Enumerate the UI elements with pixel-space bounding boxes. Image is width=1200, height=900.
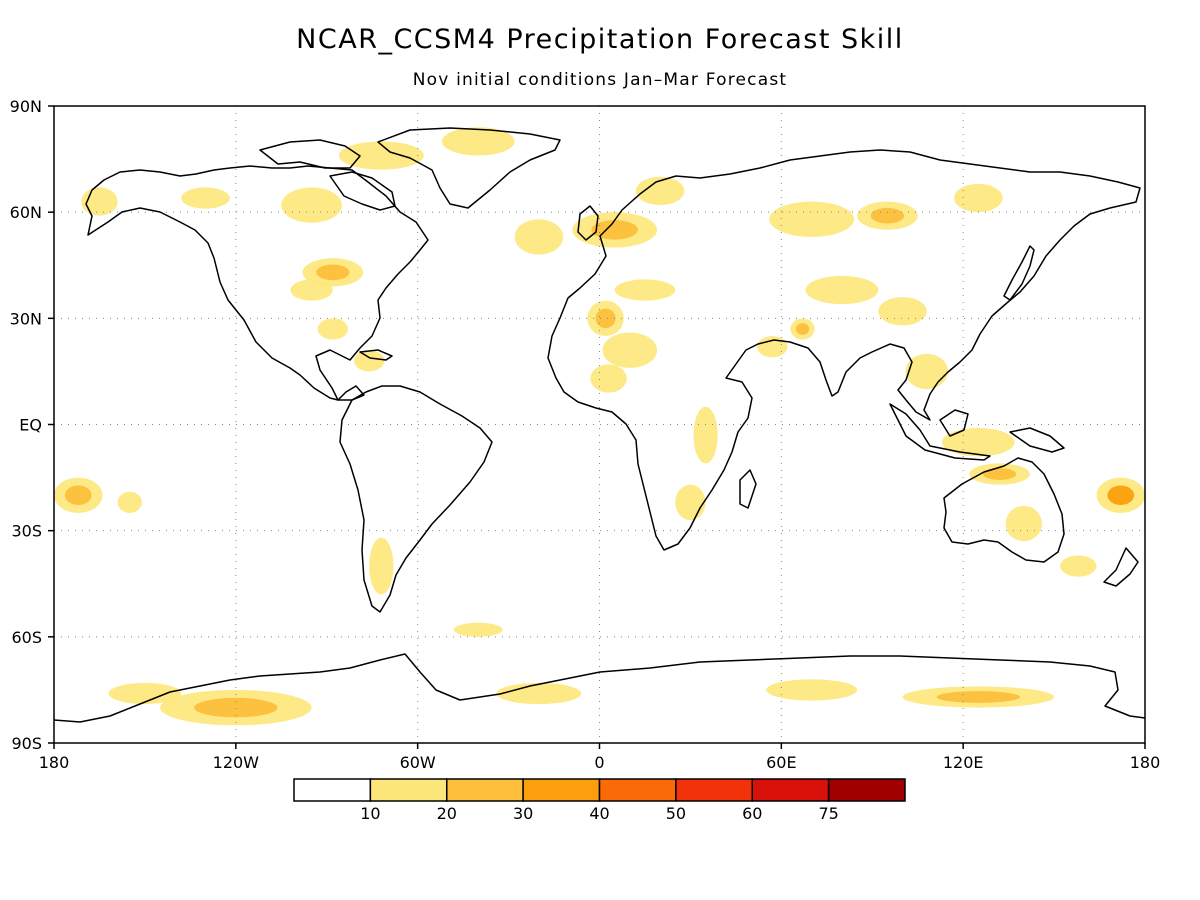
latitude-label: 60N — [10, 203, 42, 222]
latitude-label: EQ — [19, 416, 42, 435]
coastline-greenland — [377, 127, 561, 209]
coastline-central-america — [337, 385, 365, 401]
coastline-antarctica — [54, 653, 1145, 723]
legend-label: 75 — [818, 804, 838, 823]
legend-label: 20 — [437, 804, 457, 823]
skill-region-north-atlantic — [514, 219, 564, 255]
longitude-label: 120W — [213, 753, 260, 772]
coastlines — [54, 127, 1145, 723]
skill-region-antarctica-pacific — [108, 682, 182, 705]
legend-label: 30 — [513, 804, 533, 823]
skill-region-canadian-arctic — [338, 141, 424, 170]
legend-label: 50 — [666, 804, 686, 823]
longitude-label: 60E — [766, 753, 796, 772]
skill-region-patagonia — [369, 537, 394, 595]
legend-swatch — [446, 778, 524, 802]
skill-region-east-africa — [693, 406, 718, 464]
longitude-label: 180 — [1130, 753, 1161, 772]
coastline-new-guinea — [1009, 427, 1065, 453]
longitude-labels: 180 120W 60W 0 60E 120E 180 — [39, 743, 1161, 772]
skill-region-southern-ocean-atlantic — [454, 622, 503, 637]
longitude-label: 120E — [943, 753, 984, 772]
skill-region-east-siberia — [954, 183, 1003, 213]
legend-swatch — [293, 778, 372, 802]
legend-swatch — [751, 778, 830, 802]
skill-region-us-midwest — [290, 279, 333, 301]
longitude-label: 60W — [400, 753, 436, 772]
skill-core-north-europe — [591, 220, 638, 240]
skill-region-mediterranean — [614, 279, 676, 301]
skill-shading — [54, 127, 1145, 726]
coastline-new-zealand — [1103, 547, 1139, 587]
skill-core-south-pacific-dateline — [64, 485, 92, 506]
skill-region-sahara — [602, 332, 658, 368]
skill-region-central-pacific — [117, 491, 142, 513]
skill-core-north-australia — [982, 468, 1017, 480]
chart-subtitle: Nov initial conditions Jan–Mar Forecast — [412, 70, 788, 90]
skill-region-caribbean — [354, 350, 385, 372]
longitude-label: 0 — [594, 753, 604, 772]
skill-core-antarctica-indian — [936, 691, 1020, 703]
skill-region-arabia — [757, 336, 788, 358]
skill-region-central-asia — [805, 275, 879, 305]
skill-region-southern-africa — [675, 484, 706, 521]
latitude-label: 30N — [10, 309, 42, 328]
skill-region-australia-east — [1005, 505, 1042, 542]
skill-region-greenland-north — [441, 127, 515, 156]
skill-region-siberia-west — [769, 201, 855, 237]
skill-region-hudson-bay — [281, 187, 342, 223]
skill-core-antarctica-west — [194, 697, 278, 718]
legend-label: 60 — [742, 804, 762, 823]
longitude-label: 180 — [39, 753, 70, 772]
legend-label: 40 — [589, 804, 609, 823]
skill-region-yukon — [181, 187, 230, 209]
latitude-label: 90S — [11, 734, 42, 753]
coastline-north-america — [85, 165, 429, 401]
coastline-australia — [943, 457, 1065, 563]
skill-region-antarctica-atlantic — [496, 682, 582, 705]
color-legend: 10 20 30 40 50 60 75 — [293, 778, 906, 823]
legend-swatch — [369, 778, 448, 802]
coastline-eurasia-africa — [547, 149, 1141, 551]
skill-core-pakistan — [795, 323, 810, 335]
skill-core-great-lakes — [316, 264, 350, 281]
coastline-cuba — [359, 349, 393, 361]
skill-core-siberia-central — [870, 207, 905, 224]
skill-region-sahel — [590, 364, 627, 393]
skill-region-antarctica-east — [766, 679, 858, 701]
chart-title: NCAR_CCSM4 Precipitation Forecast Skill — [296, 24, 904, 55]
legend-swatch — [827, 778, 906, 802]
coastline-arctic-islands — [259, 139, 361, 169]
skill-core-north-africa — [595, 308, 616, 329]
skill-region-southeast-asia — [905, 353, 949, 390]
coastline-madagascar — [739, 469, 757, 509]
coastline-baffin-island — [329, 171, 396, 211]
coastline-borneo — [939, 409, 969, 437]
skill-region-tasman — [1060, 555, 1097, 577]
skill-core-south-pacific-west — [1107, 485, 1135, 506]
skill-region-maritime-continent — [941, 428, 1015, 457]
legend-label: 10 — [360, 804, 380, 823]
skill-region-tibet — [878, 297, 927, 326]
legend-swatch — [598, 778, 677, 802]
coastline-sumatra-java — [889, 403, 991, 461]
latitude-label: 60S — [11, 628, 42, 647]
coastline-south-america — [339, 385, 493, 613]
coastline-britain — [577, 205, 599, 241]
legend-swatch — [675, 778, 753, 802]
skill-region-gulf-mexico — [317, 318, 348, 340]
latitude-label: 90N — [10, 97, 42, 116]
latitude-label: 30S — [11, 522, 42, 541]
coastline-japan — [1003, 245, 1035, 301]
skill-region-scandinavia — [635, 176, 685, 206]
legend-swatch — [522, 778, 601, 802]
latitude-labels: 90N 60N 30N EQ 30S 60S 90S — [10, 97, 54, 753]
